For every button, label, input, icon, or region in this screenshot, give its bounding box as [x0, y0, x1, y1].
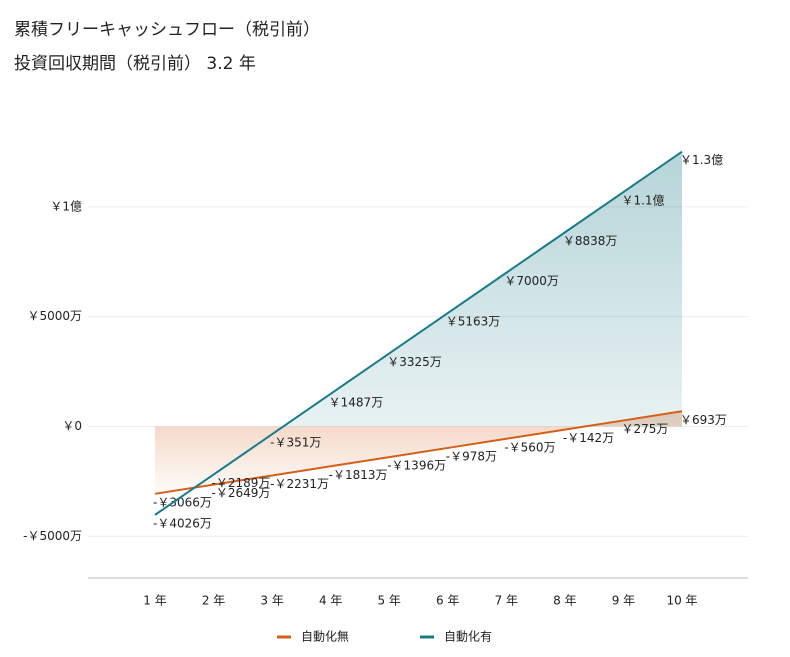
- chart-title: 累積フリーキャッシュフロー（税引前）: [14, 20, 320, 40]
- y-tick-label: ￥5000万: [27, 309, 82, 323]
- data-label: -￥978万: [446, 449, 497, 463]
- data-label: ￥3325万: [387, 355, 442, 369]
- data-label: ￥1.3億: [680, 153, 723, 167]
- data-label: -￥1396万: [387, 459, 446, 473]
- x-tick-label: 8 年: [553, 594, 576, 608]
- x-tick-label: 3 年: [260, 594, 283, 608]
- x-tick-label: 2 年: [202, 594, 225, 608]
- data-label: ￥1.1億: [621, 194, 664, 208]
- data-label: -￥560万: [504, 440, 555, 454]
- data-label: ￥693万: [680, 413, 727, 427]
- y-tick-label: ￥0: [62, 419, 82, 433]
- line: [154, 150, 683, 516]
- x-tick-label: 5 年: [377, 594, 400, 608]
- data-label: ￥1487万: [329, 395, 384, 409]
- data-label: -￥3066万: [153, 495, 212, 509]
- data-label: -￥4026万: [153, 516, 212, 530]
- legend-item: 自動化有: [420, 630, 492, 644]
- line: [154, 410, 683, 495]
- x-tick-label: 6 年: [436, 594, 459, 608]
- data-label: ￥8838万: [563, 234, 618, 248]
- x-tick-label: 1 年: [143, 594, 166, 608]
- x-tick-label: 10 年: [666, 594, 697, 608]
- x-tick-label: 7 年: [495, 594, 518, 608]
- data-label: -￥351万: [270, 436, 321, 450]
- x-tick-label: 9 年: [612, 594, 635, 608]
- legend-label: 自動化無: [301, 629, 349, 644]
- y-tick-label: -￥5000万: [23, 529, 82, 543]
- chart-subtitle: 投資回収期間（税引前） 3.2 年: [14, 54, 256, 74]
- x-tick-label: 4 年: [319, 594, 342, 608]
- legend-label: 自動化有: [444, 630, 492, 644]
- data-label: ￥7000万: [504, 274, 559, 288]
- legend-item: 自動化無: [277, 629, 349, 644]
- data-label: ￥5163万: [446, 315, 501, 329]
- data-label: -￥2231万: [270, 477, 329, 491]
- data-label: -￥2189万: [212, 476, 271, 490]
- data-label: -￥2649万: [212, 486, 271, 500]
- data-label: ￥275万: [621, 422, 668, 436]
- data-label: -￥142万: [563, 431, 614, 445]
- y-tick-label: ￥1億: [50, 199, 82, 213]
- data-label: -￥1813万: [329, 468, 388, 482]
